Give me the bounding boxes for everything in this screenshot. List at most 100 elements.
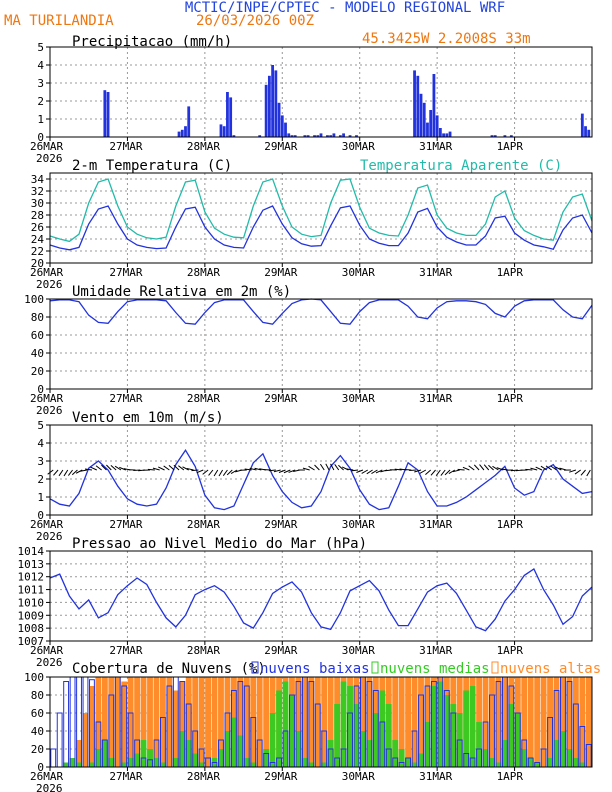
cloud-bar-nuvens-medias <box>321 762 328 767</box>
precip-bar <box>509 135 513 137</box>
day-label: 29MAR <box>264 140 297 153</box>
precip-bar <box>303 135 307 137</box>
cloud-bar-nuvens-medias <box>372 713 379 767</box>
cloud-bar-nuvens-medias <box>224 731 231 767</box>
cloud-bar-nuvens-altas <box>256 677 263 767</box>
cloud-bar-nuvens-altas <box>76 740 82 767</box>
wind-barb <box>452 469 460 473</box>
wind-barb <box>356 469 364 473</box>
precip-bar <box>435 115 439 137</box>
cloud-bar-nuvens-medias <box>547 758 553 767</box>
temperature-ytick-label: 28 <box>31 209 44 222</box>
temperature-ytick-label: 26 <box>31 221 44 234</box>
legend-low-label: nuvens baixas <box>260 661 370 677</box>
wind-barb <box>440 469 446 476</box>
cloud-bar-nuvens-altas <box>237 677 244 767</box>
cloud-bar-nuvens-altas <box>560 677 566 767</box>
wind-panel: Vento em 10m (m/s) 0 1 2 3 4 5 26MAR 27MAR 28MAR… <box>30 410 593 543</box>
temperature-panel: 2-m Temperatura (C) Temperatura Aparente… <box>30 158 593 291</box>
day-label: 1APR <box>497 518 524 531</box>
cloud-bar-nuvens-medias <box>476 722 483 767</box>
temperature-ytick-label: 24 <box>31 233 45 246</box>
wind-ytick-label: 5 <box>37 419 44 432</box>
cloud-bar-nuvens-altas <box>398 677 405 767</box>
header-run: 26/03/2026 00Z <box>196 13 314 29</box>
cloud-bar-nuvens-medias <box>147 749 153 767</box>
pressure-ytick-label: 1014 <box>18 545 45 558</box>
wind-barb <box>249 467 257 471</box>
cloud-bar-nuvens-medias <box>534 762 541 767</box>
wind-ytick-label: 1 <box>37 491 44 504</box>
cloud-bar-nuvens-altas <box>243 677 250 767</box>
wind-barb <box>488 464 494 471</box>
wind-barb <box>178 465 185 471</box>
cloud-bar-nuvens-altas <box>224 677 231 767</box>
cloud-bar-nuvens-medias <box>134 753 141 767</box>
cloud-bar-nuvens-altas <box>185 677 192 767</box>
cloud-bar-nuvens-altas <box>495 677 502 767</box>
day-label: 26MAR <box>30 770 63 783</box>
pressure-ytick-label: 1007 <box>18 635 45 648</box>
cloud-bar-nuvens-medias <box>489 758 495 767</box>
day-label: 29MAR <box>264 392 297 405</box>
pressure-title: Pressao ao Nivel Medio do Mar (hPa) <box>72 536 367 552</box>
precip-bar <box>332 133 336 137</box>
cloud-bar-nuvens-altas <box>579 677 586 767</box>
cloud-bar-nuvens-altas <box>366 677 373 767</box>
day-label: 27MAR <box>109 392 142 405</box>
precip-bar <box>348 135 352 137</box>
day-label: 26MAR <box>30 392 63 405</box>
precip-bar <box>184 126 187 137</box>
panel-frame <box>49 46 593 138</box>
cloud-bar-nuvens-altas <box>527 677 534 767</box>
clouds-ytick-label: 0 <box>37 761 44 774</box>
cloud-bar-nuvens-altas <box>250 677 257 767</box>
wind-barb <box>425 469 432 475</box>
day-label: 27MAR <box>109 644 142 657</box>
precip-bar <box>429 110 433 137</box>
precip-bar <box>277 102 281 137</box>
pressure-ytick-label: 1009 <box>18 609 45 622</box>
year-label: 2026 <box>36 278 63 291</box>
header-coords: 45.3425W 2.2008S 33m <box>362 31 531 47</box>
precip-bar <box>222 126 226 137</box>
wind-barb <box>186 467 194 471</box>
wind-barb <box>268 469 276 472</box>
precip-bar <box>106 92 110 137</box>
cloud-bar-nuvens-medias <box>269 713 276 767</box>
precip-bar <box>267 75 271 137</box>
cloud-bar-nuvens-medias <box>508 704 515 767</box>
precip-bar <box>232 135 236 137</box>
wind-series-0 <box>49 448 593 511</box>
day-label: 29MAR <box>264 770 297 783</box>
humidity-ytick-label: 20 <box>31 365 44 378</box>
precip-bar <box>445 133 449 137</box>
wind-barb <box>208 469 214 476</box>
precip-bar <box>226 92 229 137</box>
cloud-bar-nuvens-altas <box>327 677 334 767</box>
precip-bar <box>316 135 320 137</box>
day-label: 27MAR <box>109 266 142 279</box>
wind-barb <box>58 469 64 477</box>
legend-high-label: nuvens altas <box>500 661 601 677</box>
wind-barb <box>106 464 112 471</box>
cloud-bar-nuvens-altas <box>159 677 166 767</box>
cloud-bar-nuvens-altas <box>166 677 173 767</box>
precip-bar <box>293 135 297 137</box>
wind-barb <box>325 463 330 471</box>
legend-mid-swatch <box>371 661 379 674</box>
pressure-ytick-label: 1010 <box>18 596 45 609</box>
year-label: 2026 <box>36 152 63 165</box>
cloud-bar-nuvens-medias <box>89 762 95 767</box>
cloud-bar-nuvens-medias <box>353 704 360 767</box>
day-label: 26MAR <box>30 518 63 531</box>
cloud-bar-nuvens-medias <box>250 762 257 767</box>
wind-barb <box>302 467 310 471</box>
wind-barb <box>569 469 577 473</box>
day-label: 1APR <box>497 770 524 783</box>
wind-barb <box>222 469 228 476</box>
day-label: 28MAR <box>187 644 220 657</box>
cloud-bar-nuvens-medias <box>360 731 366 767</box>
wind-barb <box>361 469 369 474</box>
cloud-bar-nuvens-altas <box>101 677 108 767</box>
